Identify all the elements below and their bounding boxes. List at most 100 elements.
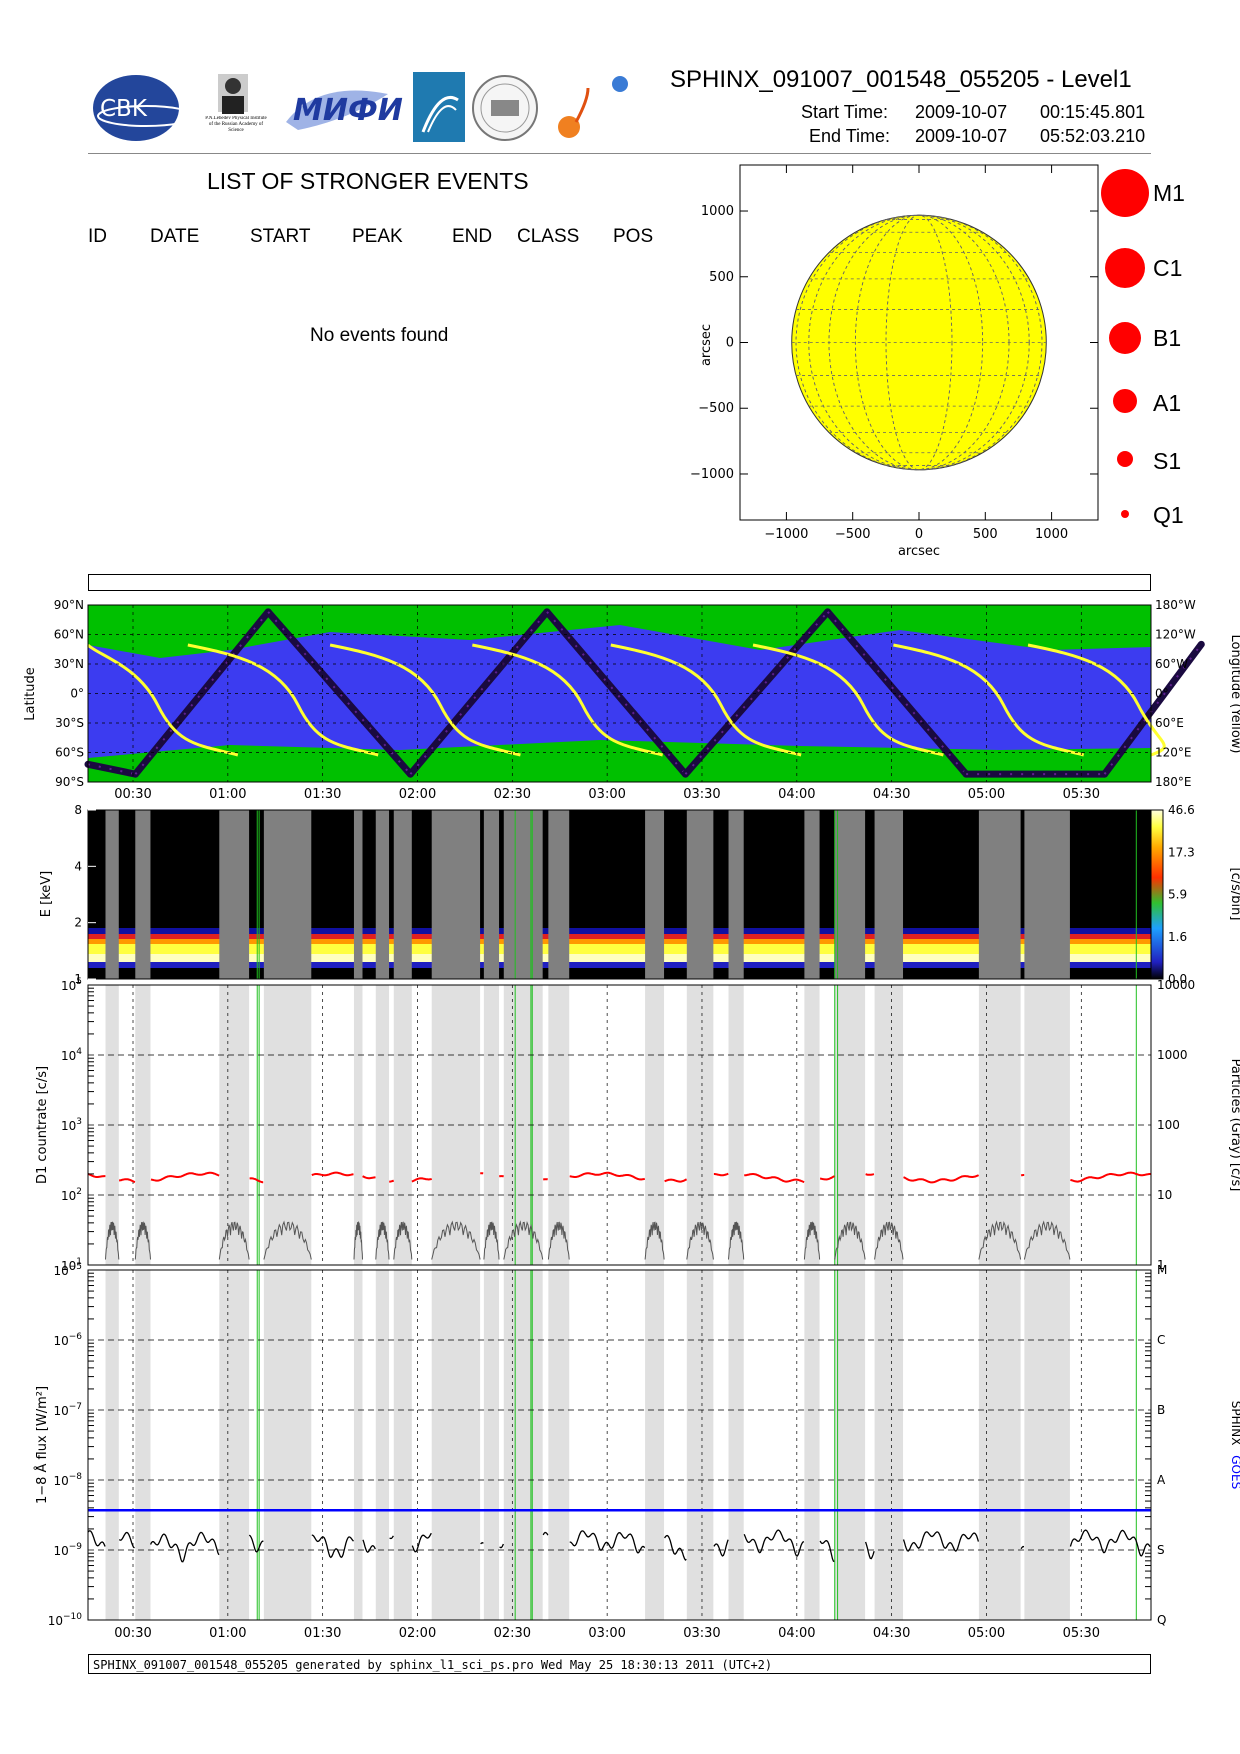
time-axis-labels-top: 00:30 01:00 01:30 02:00 02:30 03:00 03:30 04:00… [114, 787, 1100, 802]
start-date: 2009-10-07 [915, 102, 1008, 122]
lebedev-caption: P.N.Lebedev Physical Institute of the Ru… [205, 116, 267, 133]
ytick-exponent: −6 [69, 1332, 83, 1342]
particles-segment [134, 1221, 151, 1260]
countrate-grid [88, 985, 1151, 1265]
sun-xtick-label: 1000 [1035, 527, 1068, 542]
data-gap [1024, 810, 1070, 979]
countrate-y-label: D1 countrate [c/s] [35, 1066, 50, 1184]
sun-grid [791, 214, 1047, 471]
orbit-track-segment [84, 760, 139, 778]
orbit-time-tick-label: 00:30 [114, 787, 151, 802]
sphinx-segment [1020, 1545, 1025, 1550]
flux-y-label: 1−8 Å flux [W/m²] [34, 1386, 50, 1504]
longitude-curve [752, 643, 944, 757]
sphinx-segment [743, 1529, 805, 1557]
data-gap [483, 810, 500, 979]
orbit-track-highlight [826, 611, 967, 775]
data-gap [503, 810, 543, 979]
lat-tick-label: 60°N [54, 628, 84, 642]
countrate-frame [87, 984, 1152, 1266]
sphinx-segment [569, 1530, 646, 1554]
flux-ytick-label: 10−5 [53, 1262, 82, 1278]
col-date: DATE [150, 226, 200, 247]
data-gap [728, 1270, 744, 1620]
sphinx-segment [713, 1539, 729, 1557]
events-title: LIST OF STRONGER EVENTS [207, 168, 529, 194]
flux-right-ticks: Q S A B C M [1157, 1263, 1167, 1627]
data-gap [263, 1270, 312, 1620]
ytick-base: 10 [53, 1544, 68, 1558]
a1-marker [1113, 389, 1137, 413]
lon-tick-label: 120°W [1155, 628, 1196, 642]
ytick-base: 10 [61, 1119, 76, 1133]
data-gap [483, 1270, 500, 1620]
end-time: 05:52:03.210 [1040, 126, 1146, 146]
particles-tick-label: 1000 [1157, 1048, 1188, 1062]
d1-segment [389, 1179, 395, 1183]
d1-segment [87, 1172, 106, 1178]
spec-ytick-label: 8 [74, 803, 82, 817]
spec-ytick-label: 1 [74, 972, 82, 986]
sphinx-segment [664, 1534, 687, 1561]
sphinx-segment [389, 1535, 394, 1540]
countrate-right-ticks: 1 10 100 1000 10000 [1157, 978, 1195, 1272]
spec-y-ticks: 1 2 4 8 [74, 803, 96, 986]
ytick-exponent: −8 [69, 1472, 83, 1482]
data-gap [431, 1270, 481, 1620]
c1-marker [1105, 248, 1145, 288]
sphinx-segment [118, 1531, 135, 1549]
data-gap [393, 1270, 412, 1620]
d1-segment [744, 1173, 805, 1183]
d1-segment [150, 1171, 220, 1182]
orbit-grid [88, 605, 1151, 782]
data-gap [135, 1270, 151, 1620]
particles-tick-label: 10000 [1157, 978, 1195, 992]
orbit-time-tick-label: 03:00 [588, 787, 625, 802]
orbit-track-segment [681, 608, 832, 778]
longitude-curve [610, 643, 802, 757]
data-gap [353, 810, 363, 979]
sphinx-segment [542, 1531, 549, 1536]
data-gap [978, 1270, 1021, 1620]
d1-segment [362, 1175, 376, 1180]
data-gap [834, 810, 866, 979]
mifi-logo: МИФИ [286, 90, 403, 130]
ytick-base: 10 [61, 1189, 76, 1203]
particles-segment [375, 1221, 390, 1260]
ytick-exponent: −10 [63, 1612, 82, 1622]
flux-ytick-label: 10−7 [53, 1402, 82, 1418]
orbit-track-segment [1101, 640, 1205, 778]
seal-logo [472, 75, 538, 141]
spec-band-light [88, 954, 1151, 962]
class-label-q1: Q1 [1153, 502, 1184, 528]
sun-y-ticks: −1000 −500 0 500 1000 [690, 204, 1098, 482]
time-tick-label: 02:00 [399, 1626, 436, 1641]
particles-segment [728, 1221, 745, 1260]
lat-tick-label: 60°S [55, 746, 84, 760]
class-label-m1: M1 [1153, 180, 1185, 206]
spectrogram-panel: 1 2 4 8 E [keV] 0.0 1.6 5.9 17.3 46.6 [c/s/bin] [39, 803, 1240, 986]
d1-segment [713, 1172, 729, 1177]
sun-ytick-label: −500 [698, 401, 734, 416]
footer-caption: SPHINX_091007_001548_055205 generated by… [88, 1654, 1151, 1674]
lat-tick-label: 30°S [55, 716, 84, 730]
flux-grid [88, 1270, 1151, 1620]
particles-segment [393, 1221, 413, 1260]
time-tick-label: 03:30 [683, 1626, 720, 1641]
ytick-base: 10 [53, 1264, 68, 1278]
spec-colorbar [1150, 809, 1164, 980]
data-gap [393, 810, 412, 979]
sun-ytick-label: 500 [709, 270, 734, 285]
ytick-base: 10 [61, 979, 76, 993]
sphinx-legend: SPHINX [1229, 1401, 1240, 1446]
page-title: SPHINX_091007_001548_055205 - Level1 [670, 66, 1132, 93]
sphinx-segment [87, 1530, 106, 1547]
col-id: ID [88, 226, 107, 247]
time-tick-label: 05:30 [1063, 1626, 1100, 1641]
spec-ytick-label: 4 [74, 859, 82, 873]
lon-tick-label: 120°E [1155, 746, 1192, 760]
empty-info-bar [88, 574, 1151, 591]
sphinx-segment [480, 1541, 484, 1545]
